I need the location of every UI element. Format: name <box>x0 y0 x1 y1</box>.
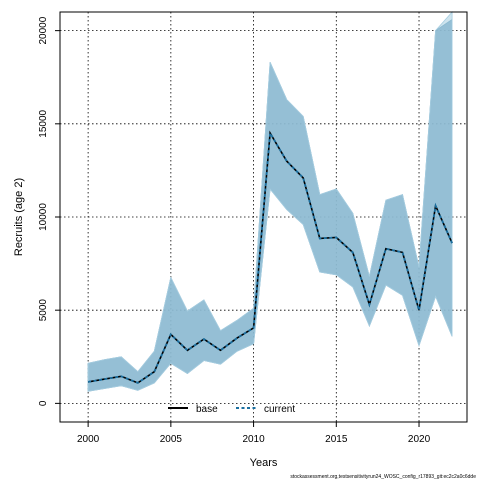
legend: base current <box>168 404 295 415</box>
x-tick-label: 2000 <box>77 434 100 445</box>
series-line-base <box>87 130 453 384</box>
confidence-band-current <box>87 10 453 392</box>
legend-label-base: base <box>196 404 218 415</box>
legend-label-current: current <box>264 404 295 415</box>
x-tick-label: 2020 <box>408 434 431 445</box>
confidence-bands <box>87 10 453 392</box>
series-lines <box>87 130 453 384</box>
y-tick-label: 10000 <box>38 203 49 231</box>
y-axis-title: Recruits (age 2) <box>13 178 25 256</box>
y-tick-label: 20000 <box>38 16 49 44</box>
x-axis: 2000 2005 2010 2015 2020 <box>77 422 431 445</box>
x-axis-title: Years <box>250 457 278 469</box>
footnote: stockassessment.org,testsensitivityrun24… <box>290 474 476 480</box>
y-tick-label: 5000 <box>38 299 49 322</box>
y-tick-label: 0 <box>38 400 49 406</box>
y-axis: 0 5000 10000 15000 20000 <box>38 16 60 406</box>
x-tick-label: 2015 <box>325 434 348 445</box>
y-tick-label: 15000 <box>38 109 49 137</box>
x-tick-label: 2005 <box>160 434 183 445</box>
x-tick-label: 2010 <box>242 434 265 445</box>
